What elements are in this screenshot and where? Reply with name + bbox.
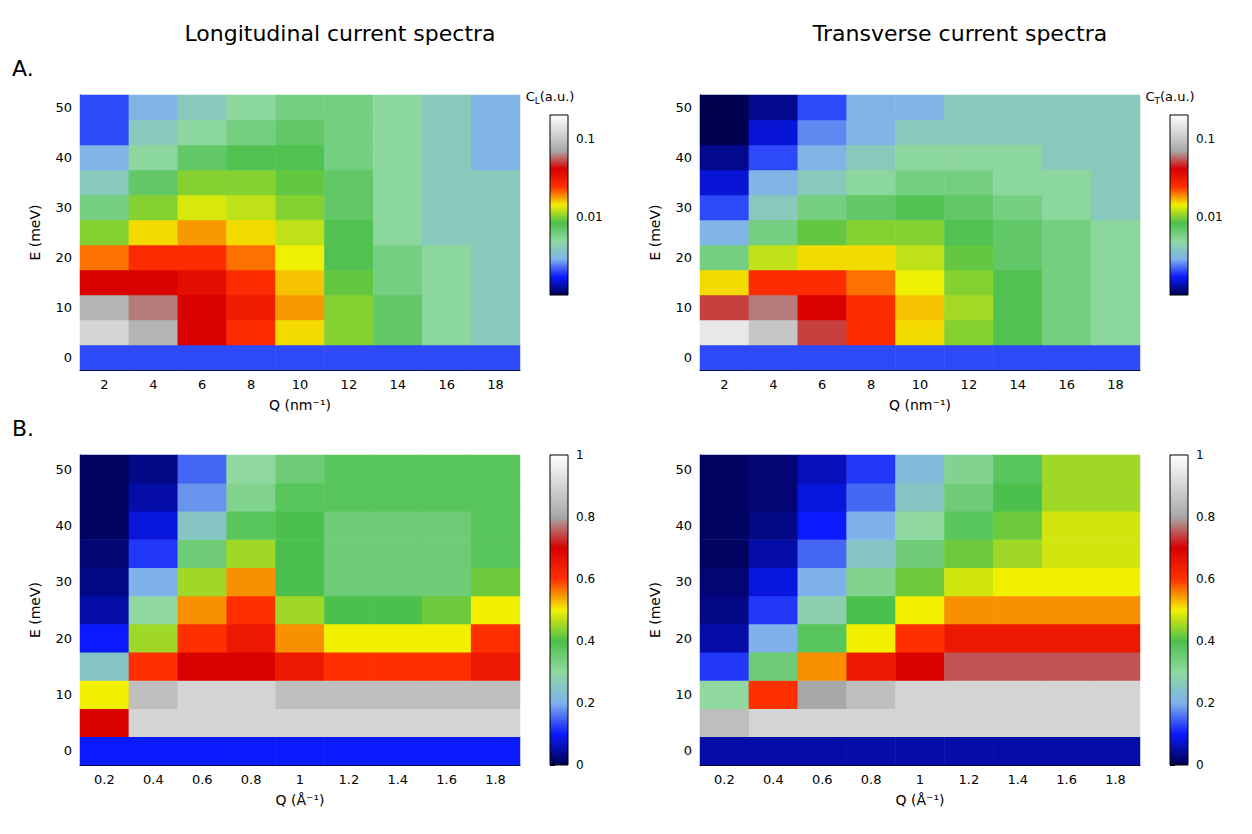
svg-text:E (meV): E (meV) <box>27 582 43 638</box>
svg-text:0.6: 0.6 <box>192 772 213 787</box>
svg-text:0.4: 0.4 <box>143 772 164 787</box>
svg-text:10: 10 <box>55 300 72 315</box>
svg-text:40: 40 <box>55 150 72 165</box>
svg-text:50: 50 <box>675 462 692 477</box>
svg-text:Q (Å⁻¹): Q (Å⁻¹) <box>896 792 945 808</box>
svg-text:20: 20 <box>55 250 72 265</box>
svg-text:0: 0 <box>64 743 72 758</box>
svg-text:6: 6 <box>198 377 206 392</box>
svg-text:12: 12 <box>961 377 978 392</box>
svg-text:1.2: 1.2 <box>339 772 360 787</box>
svg-text:8: 8 <box>867 377 875 392</box>
svg-text:1.6: 1.6 <box>1056 772 1077 787</box>
svg-text:(a.u.): (a.u.) <box>540 89 575 104</box>
svg-text:E (meV): E (meV) <box>27 204 43 260</box>
svg-text:40: 40 <box>675 518 692 533</box>
svg-text:30: 30 <box>55 574 72 589</box>
svg-text:0.6: 0.6 <box>576 572 595 586</box>
svg-text:18: 18 <box>487 377 504 392</box>
svg-text:10: 10 <box>675 687 692 702</box>
svg-text:0: 0 <box>684 743 692 758</box>
svg-text:0: 0 <box>1196 758 1204 772</box>
svg-text:(a.u.): (a.u.) <box>1160 89 1195 104</box>
svg-text:10: 10 <box>292 377 309 392</box>
svg-text:0.8: 0.8 <box>1196 510 1215 524</box>
svg-text:50: 50 <box>675 100 692 115</box>
svg-text:1.6: 1.6 <box>436 772 457 787</box>
svg-text:8: 8 <box>247 377 255 392</box>
svg-text:18: 18 <box>1107 377 1124 392</box>
svg-text:1.8: 1.8 <box>485 772 506 787</box>
svg-text:6: 6 <box>818 377 826 392</box>
svg-text:16: 16 <box>438 377 455 392</box>
svg-text:40: 40 <box>675 150 692 165</box>
svg-text:14: 14 <box>1010 377 1027 392</box>
svg-text:L: L <box>534 95 540 106</box>
svg-text:20: 20 <box>675 250 692 265</box>
svg-text:10: 10 <box>912 377 929 392</box>
svg-text:0.6: 0.6 <box>812 772 833 787</box>
svg-text:30: 30 <box>675 574 692 589</box>
svg-text:Q (nm⁻¹): Q (nm⁻¹) <box>269 397 331 413</box>
svg-text:0.1: 0.1 <box>576 132 595 146</box>
svg-text:0.2: 0.2 <box>576 696 595 710</box>
svg-text:1.4: 1.4 <box>387 772 408 787</box>
svg-text:0.8: 0.8 <box>576 510 595 524</box>
svg-text:0.01: 0.01 <box>1196 210 1223 224</box>
svg-text:A.: A. <box>12 56 34 81</box>
svg-text:10: 10 <box>675 300 692 315</box>
svg-text:30: 30 <box>55 200 72 215</box>
svg-text:1.4: 1.4 <box>1007 772 1028 787</box>
svg-text:0: 0 <box>64 350 72 365</box>
svg-text:1: 1 <box>576 448 584 462</box>
svg-text:0.4: 0.4 <box>576 634 595 648</box>
svg-text:0: 0 <box>684 350 692 365</box>
svg-text:B.: B. <box>12 416 34 441</box>
svg-text:12: 12 <box>341 377 358 392</box>
svg-text:E (meV): E (meV) <box>647 204 663 260</box>
svg-text:0.8: 0.8 <box>241 772 262 787</box>
svg-text:1: 1 <box>296 772 304 787</box>
svg-text:0.01: 0.01 <box>576 210 603 224</box>
svg-text:Transverse current spectra: Transverse current spectra <box>812 21 1107 46</box>
svg-text:14: 14 <box>390 377 407 392</box>
svg-text:20: 20 <box>675 631 692 646</box>
svg-text:0.4: 0.4 <box>763 772 784 787</box>
svg-text:0: 0 <box>576 758 584 772</box>
svg-text:Longitudinal current spectra: Longitudinal current spectra <box>184 21 495 46</box>
svg-text:16: 16 <box>1058 377 1075 392</box>
svg-text:0.2: 0.2 <box>714 772 735 787</box>
svg-text:20: 20 <box>55 631 72 646</box>
svg-text:0.6: 0.6 <box>1196 572 1215 586</box>
svg-text:50: 50 <box>55 100 72 115</box>
svg-text:1: 1 <box>916 772 924 787</box>
svg-text:1.8: 1.8 <box>1105 772 1126 787</box>
svg-text:50: 50 <box>55 462 72 477</box>
svg-text:0.2: 0.2 <box>1196 696 1215 710</box>
svg-text:C: C <box>526 89 535 104</box>
svg-text:0.2: 0.2 <box>94 772 115 787</box>
svg-text:30: 30 <box>675 200 692 215</box>
svg-text:E (meV): E (meV) <box>647 582 663 638</box>
svg-text:Q (nm⁻¹): Q (nm⁻¹) <box>889 397 951 413</box>
svg-text:4: 4 <box>769 377 777 392</box>
svg-text:T: T <box>1154 95 1160 106</box>
svg-text:0.1: 0.1 <box>1196 132 1215 146</box>
svg-text:10: 10 <box>55 687 72 702</box>
svg-text:C: C <box>1145 89 1154 104</box>
svg-text:Q (Å⁻¹): Q (Å⁻¹) <box>276 792 325 808</box>
svg-text:40: 40 <box>55 518 72 533</box>
svg-text:2: 2 <box>720 377 728 392</box>
svg-text:1.2: 1.2 <box>959 772 980 787</box>
svg-text:1: 1 <box>1196 448 1204 462</box>
svg-text:0.4: 0.4 <box>1196 634 1215 648</box>
svg-text:0.8: 0.8 <box>861 772 882 787</box>
svg-text:2: 2 <box>100 377 108 392</box>
svg-text:4: 4 <box>149 377 157 392</box>
